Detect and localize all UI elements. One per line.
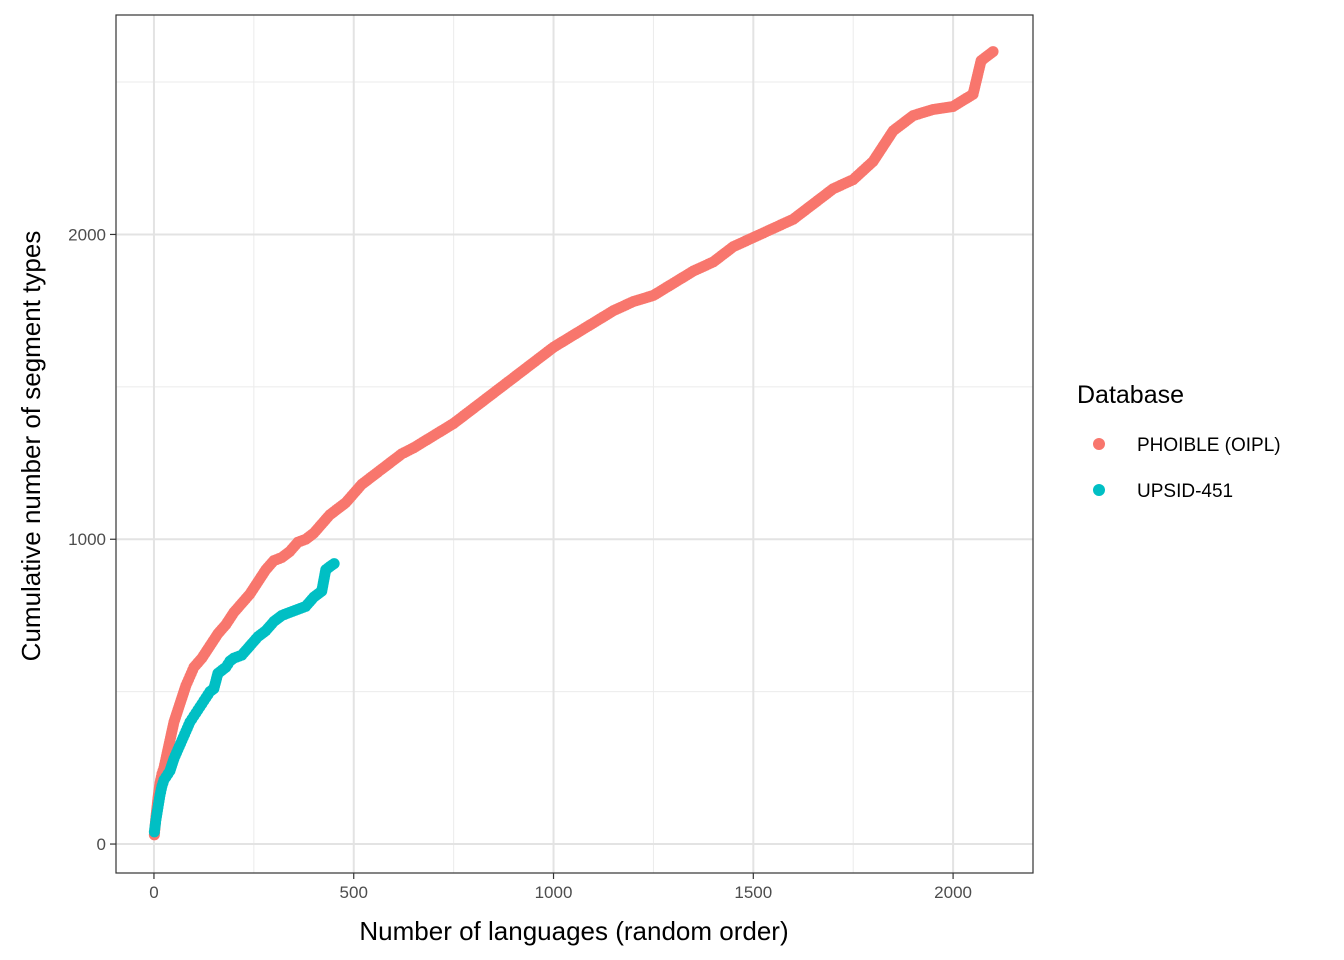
legend-title: Database — [1077, 381, 1184, 409]
data-points — [148, 46, 999, 841]
series-1 — [148, 558, 340, 838]
y-axis-title: Cumulative number of segment types — [16, 231, 46, 662]
legend-label-phoible: PHOIBLE (OIPL) — [1137, 435, 1281, 456]
x-tick-label: 2000 — [934, 883, 972, 902]
x-tick-label: 1500 — [734, 883, 772, 902]
legend-swatch-upsid — [1093, 484, 1105, 496]
legend-swatch-phoible — [1093, 438, 1105, 450]
legend: Database PHOIBLE (OIPL) UPSID-451 — [1077, 381, 1281, 502]
legend-label-upsid: UPSID-451 — [1137, 481, 1233, 502]
y-tick-label: 1000 — [68, 530, 106, 549]
x-tick-label: 500 — [340, 883, 368, 902]
x-tick-label: 0 — [149, 883, 158, 902]
grid-lines — [116, 15, 1033, 873]
x-axis-title: Number of languages (random order) — [359, 916, 788, 946]
data-point — [328, 558, 340, 570]
y-tick-label: 2000 — [68, 225, 106, 244]
plot-border — [115, 14, 1034, 874]
x-axis: 0 500 1000 1500 2000 — [149, 873, 972, 902]
y-axis: 0 1000 2000 — [68, 225, 116, 854]
data-point — [987, 46, 999, 58]
y-tick-label: 0 — [97, 835, 106, 854]
x-tick-label: 1000 — [535, 883, 573, 902]
